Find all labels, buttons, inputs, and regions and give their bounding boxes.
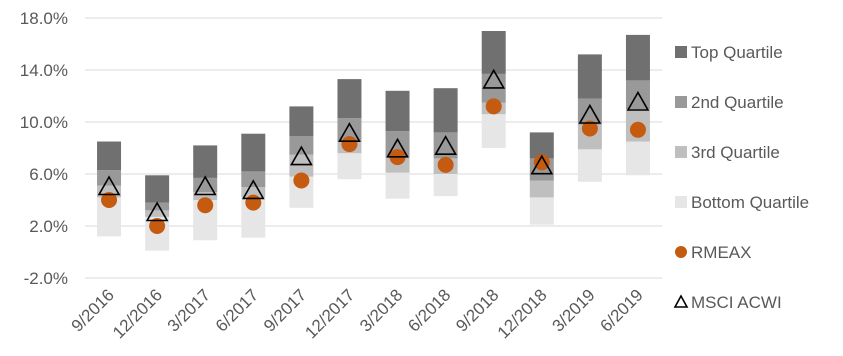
bar-3rd-quartile <box>289 154 314 177</box>
markers <box>97 68 650 234</box>
marker-rmeax <box>437 156 454 173</box>
marker-rmeax <box>341 136 358 153</box>
bar-2nd-quartile <box>289 136 314 155</box>
bar-bottom-quartile <box>481 114 506 148</box>
bar-top-quartile <box>193 145 218 178</box>
x-tick-label: 3/2018 <box>356 285 406 335</box>
legend-swatch <box>675 146 687 158</box>
marker-msci-acwi <box>193 175 217 196</box>
marker-msci-acwi <box>434 135 458 155</box>
y-axis: 18.0% 14.0% 10.0% 6.0% 2.0% -2.0% <box>20 9 68 288</box>
marker-rmeax <box>149 218 166 234</box>
bar-bottom-quartile <box>433 174 458 197</box>
bar-top-quartile <box>625 34 650 81</box>
y-tick-label: 18.0% <box>20 9 68 28</box>
marker-msci-acwi <box>241 179 265 200</box>
bar-top-quartile <box>97 141 122 171</box>
marker-rmeax <box>629 121 646 138</box>
bar-2nd-quartile <box>241 171 266 187</box>
x-tick-label: 6/2017 <box>212 285 262 335</box>
x-tick-label: 12/2018 <box>494 285 551 342</box>
bar-top-quartile <box>481 31 506 74</box>
legend-label: 3rd Quartile <box>691 143 780 162</box>
x-axis: 9/201612/20163/20176/20179/201712/20173/… <box>68 285 647 342</box>
y-tick-label: 10.0% <box>20 113 68 132</box>
y-tick-label: 14.0% <box>20 61 68 80</box>
marker-rmeax <box>533 154 550 171</box>
legend-label: RMEAX <box>691 243 751 262</box>
marker-rmeax <box>293 172 310 189</box>
marker-msci-acwi <box>145 201 169 222</box>
bar-top-quartile <box>337 79 362 119</box>
x-tick-label: 6/2018 <box>404 285 454 335</box>
bar-2nd-quartile <box>193 177 218 193</box>
bar-bottom-quartile <box>337 153 362 180</box>
legend-label: 2nd Quartile <box>691 93 784 112</box>
bar-bottom-quartile <box>577 149 602 182</box>
x-tick-label: 3/2019 <box>548 285 598 335</box>
legend-label: Bottom Quartile <box>691 193 809 212</box>
marker-msci-acwi <box>626 90 650 111</box>
x-tick-label: 3/2017 <box>164 285 214 335</box>
legend-label: MSCI ACWI <box>691 293 782 312</box>
legend-item: Bottom Quartile <box>675 193 809 212</box>
legend-label: Top Quartile <box>691 43 783 62</box>
bar-3rd-quartile <box>193 192 218 200</box>
legend-swatch <box>675 96 687 108</box>
bar-bottom-quartile <box>529 197 554 225</box>
y-tick-label: -2.0% <box>24 269 68 288</box>
legend-item: 2nd Quartile <box>675 93 784 112</box>
marker-rmeax <box>581 120 598 137</box>
marker-rmeax <box>101 192 118 208</box>
marker-msci-acwi <box>386 137 409 158</box>
marker-msci-acwi <box>97 175 121 196</box>
bar-top-quartile <box>145 175 170 203</box>
legend-swatch <box>673 294 689 308</box>
bar-3rd-quartile <box>97 185 122 198</box>
marker-msci-acwi <box>530 154 554 175</box>
marker-rmeax <box>197 197 214 214</box>
bar-2nd-quartile <box>625 80 650 109</box>
bars <box>97 31 650 251</box>
bar-top-quartile <box>289 106 314 137</box>
bar-2nd-quartile <box>145 202 170 211</box>
legend-item: MSCI ACWI <box>673 293 782 312</box>
bar-top-quartile <box>385 90 410 132</box>
legend-swatch <box>675 196 687 208</box>
marker-msci-acwi <box>482 68 506 89</box>
bar-bottom-quartile <box>625 141 650 176</box>
legend-swatch <box>675 46 687 58</box>
marker-rmeax <box>485 98 502 115</box>
legend-swatch <box>675 246 687 258</box>
bar-3rd-quartile <box>529 180 554 198</box>
bar-top-quartile <box>433 88 458 133</box>
marker-rmeax <box>245 194 262 211</box>
y-tick-label: 6.0% <box>29 165 68 184</box>
bar-top-quartile <box>577 54 602 99</box>
x-tick-label: 6/2019 <box>597 285 647 335</box>
legend-item: 3rd Quartile <box>675 143 780 162</box>
legend-item: RMEAX <box>675 243 751 262</box>
bar-top-quartile <box>529 132 554 159</box>
legend: Top Quartile 2nd Quartile 3rd Quartile Bott… <box>673 43 809 312</box>
legend-item: Top Quartile <box>675 43 783 62</box>
bar-3rd-quartile <box>145 210 170 217</box>
x-tick-label: 12/2016 <box>109 285 166 342</box>
marker-msci-acwi <box>338 122 361 142</box>
marker-msci-acwi <box>578 103 602 124</box>
gridlines <box>85 17 662 279</box>
marker-msci-acwi <box>289 145 313 166</box>
bar-top-quartile <box>241 133 266 172</box>
x-tick-label: 12/2017 <box>301 285 358 342</box>
y-tick-label: 2.0% <box>29 217 68 236</box>
bar-bottom-quartile <box>385 172 410 199</box>
bar-3rd-quartile <box>241 187 266 198</box>
